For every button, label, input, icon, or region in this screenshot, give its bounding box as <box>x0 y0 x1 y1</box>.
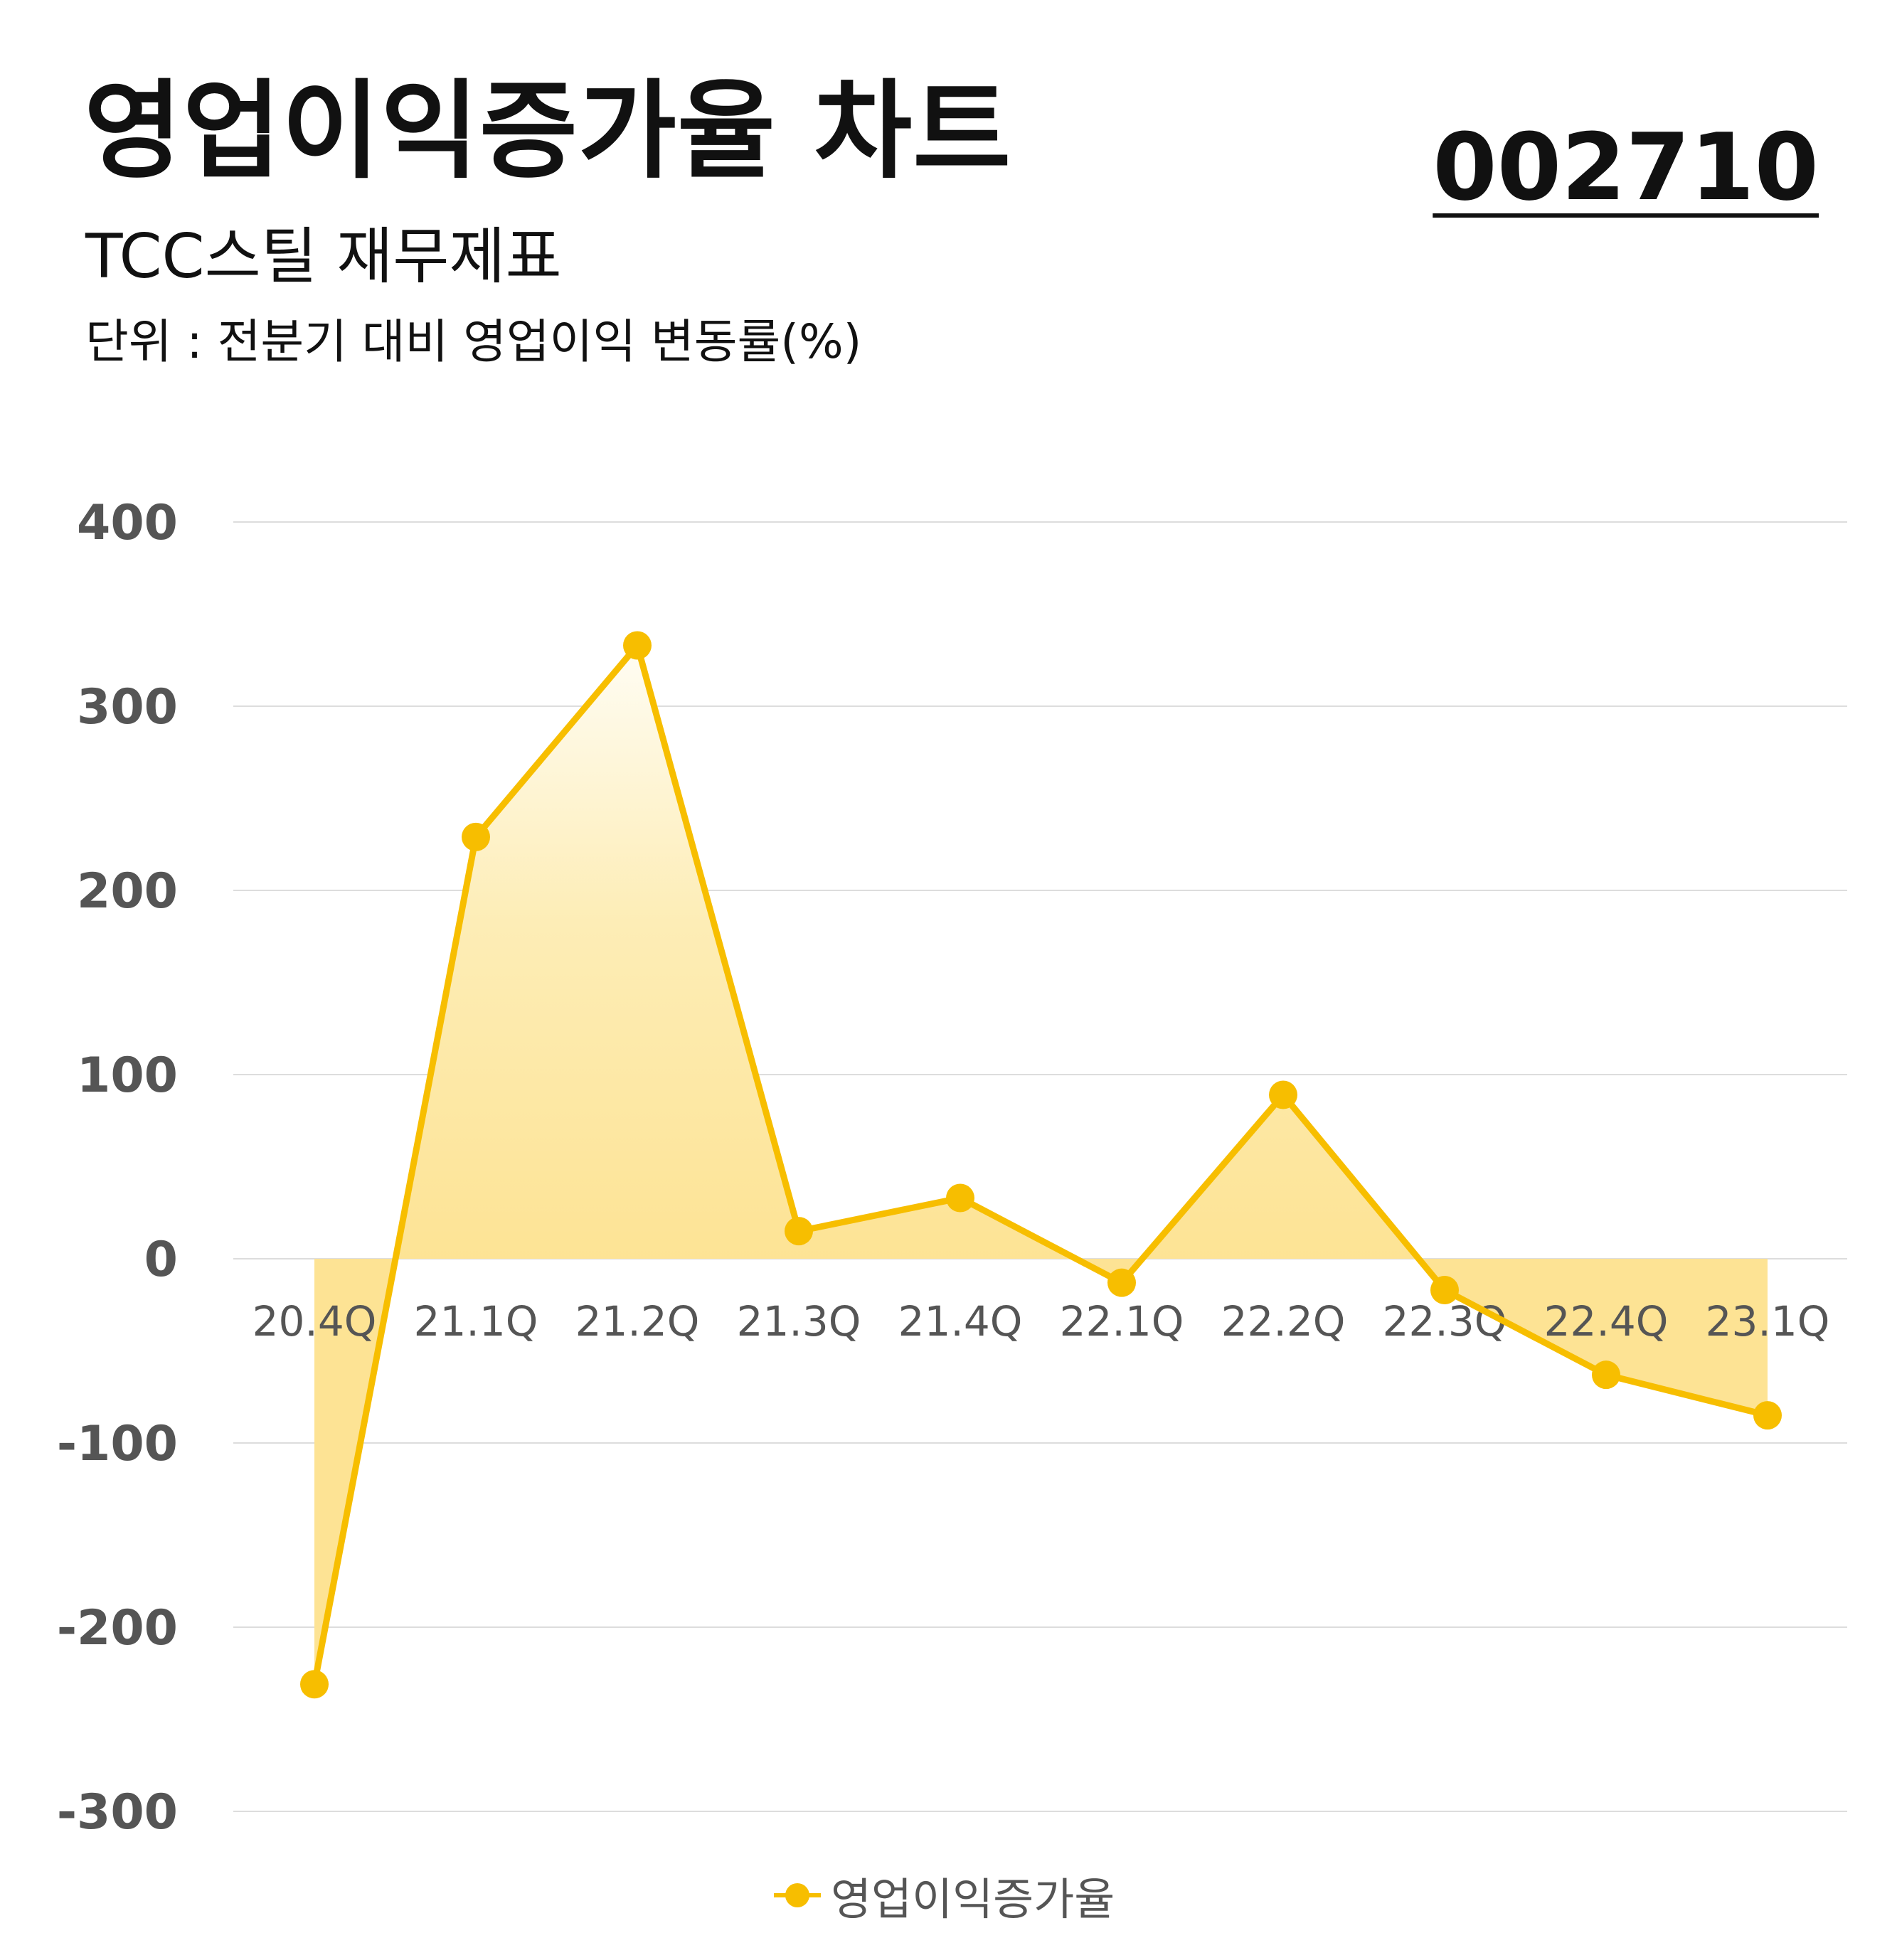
y-tick-label: 200 <box>77 863 178 920</box>
data-point <box>1753 1401 1782 1430</box>
x-tick-label: 21.2Q <box>575 1297 700 1346</box>
legend-marker <box>774 1881 821 1910</box>
y-tick-label: -100 <box>57 1416 178 1472</box>
legend-label: 영업이익증가율 <box>831 1873 1115 1925</box>
y-tick-label: 0 <box>144 1232 178 1288</box>
data-point <box>946 1183 974 1213</box>
x-tick-label: 22.4Q <box>1544 1297 1669 1346</box>
stock-code: 002710 <box>1433 113 1819 221</box>
data-point <box>623 631 652 660</box>
data-point <box>300 1670 329 1699</box>
x-tick-label: 22.2Q <box>1221 1297 1346 1346</box>
series-area <box>314 645 1768 1685</box>
data-point <box>1107 1268 1136 1297</box>
series-line <box>311 642 1771 1688</box>
x-tick-label: 23.1Q <box>1706 1297 1830 1346</box>
y-tick-label: -300 <box>57 1784 178 1841</box>
x-tick-label: 22.3Q <box>1383 1297 1507 1346</box>
x-tick-label: 22.1Q <box>1060 1297 1184 1346</box>
y-tick-label: 300 <box>77 679 178 735</box>
x-tick-label: 21.3Q <box>737 1297 861 1346</box>
legend: 영업이익증가율 <box>774 1863 1115 1927</box>
chart-title: 영업이익증가율 차트 <box>84 70 1012 193</box>
data-point <box>462 822 490 851</box>
data-point <box>1269 1080 1297 1109</box>
y-tick-label: -200 <box>57 1600 178 1656</box>
y-tick-label: 100 <box>77 1048 178 1104</box>
unit-label: 단위 : 전분기 대비 영업이익 변동률(%) <box>85 314 862 369</box>
data-point <box>1430 1276 1459 1305</box>
y-tick-label: 400 <box>77 495 178 551</box>
chart-subtitle: TCC스틸 재무제표 <box>85 221 562 292</box>
x-tick-label: 21.4Q <box>898 1297 1023 1346</box>
x-tick-label: 21.1Q <box>414 1297 538 1346</box>
x-tick-label: 20.4Q <box>253 1297 377 1346</box>
data-point <box>1592 1360 1620 1390</box>
data-point <box>785 1217 813 1246</box>
